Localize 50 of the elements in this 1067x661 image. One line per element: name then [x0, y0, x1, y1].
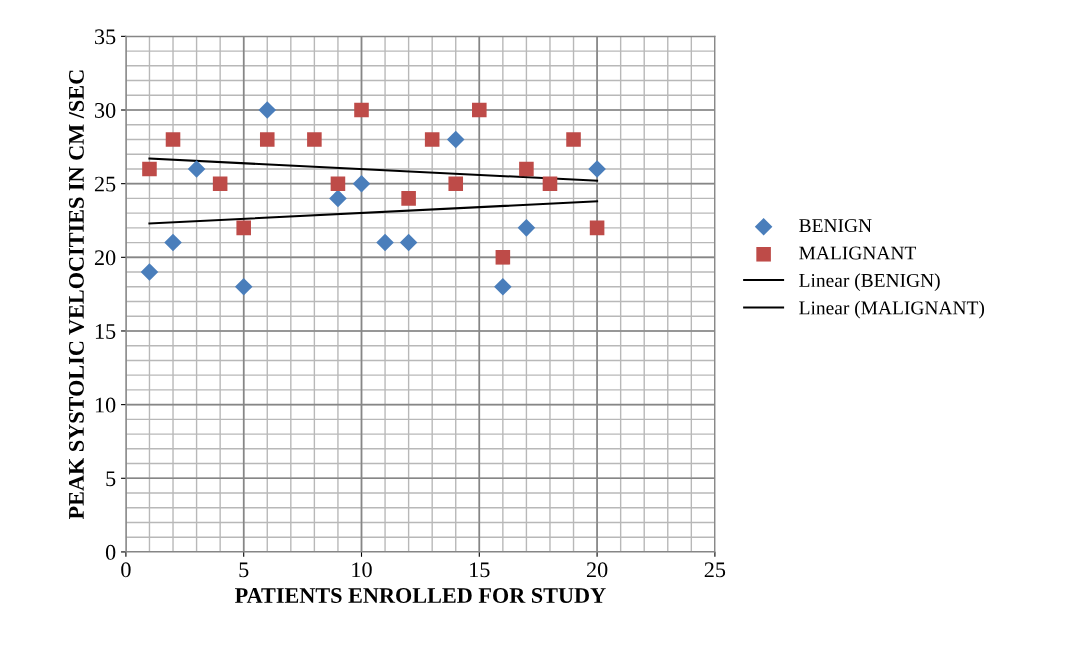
- y-tick-label: 10: [95, 397, 116, 413]
- point: [588, 160, 606, 178]
- point: [542, 176, 558, 191]
- point: [352, 174, 371, 193]
- legend-label: MALIGNANT: [799, 246, 917, 260]
- point: [140, 263, 159, 281]
- y-tick-label: 15: [95, 324, 116, 339]
- point: [519, 161, 534, 177]
- point: [187, 160, 206, 178]
- x-tick-label: 25: [704, 562, 726, 578]
- x-tick-label: 10: [352, 562, 372, 578]
- point: [236, 220, 251, 236]
- legend-label: Linear (MALIGNANT): [799, 300, 985, 319]
- point: [494, 278, 512, 296]
- point: [329, 189, 347, 208]
- legend-label: Linear (BENIGN): [799, 273, 940, 291]
- point: [472, 102, 487, 118]
- point: [259, 132, 275, 147]
- y-tick-label: 20: [94, 250, 116, 266]
- point: [495, 250, 511, 265]
- point: [354, 102, 369, 118]
- point: [517, 219, 536, 237]
- y-tick-label: 30: [95, 102, 116, 118]
- point: [307, 132, 322, 147]
- x-tick-label: 15: [470, 562, 490, 578]
- y-axis-title: PEAK SYSTOLIC VELOCITIES IN CM /SEC: [68, 70, 85, 520]
- point: [142, 161, 157, 177]
- x-axis-title: PATIENTS ENROLLED FOR STUDY: [235, 588, 606, 603]
- y-tick-label: 35: [95, 29, 116, 45]
- point: [401, 191, 416, 206]
- point: [234, 278, 253, 296]
- point: [165, 132, 181, 147]
- x-tick-label: 20: [586, 562, 608, 578]
- point: [330, 176, 346, 191]
- point: [566, 132, 581, 147]
- y-tick-label: 5: [106, 471, 116, 487]
- point: [376, 233, 394, 252]
- point: [446, 130, 465, 149]
- point: [448, 176, 464, 191]
- point: [589, 220, 605, 236]
- point: [164, 233, 182, 252]
- x-tick-label: 0: [121, 562, 131, 578]
- point: [258, 101, 277, 119]
- x-tick-label: 5: [239, 562, 249, 578]
- legend-label: BENIGN: [799, 219, 872, 233]
- point: [399, 233, 418, 252]
- point: [424, 132, 440, 147]
- y-tick-label: 25: [94, 176, 116, 192]
- point: [212, 176, 228, 191]
- y-tick-label: 0: [105, 544, 116, 560]
